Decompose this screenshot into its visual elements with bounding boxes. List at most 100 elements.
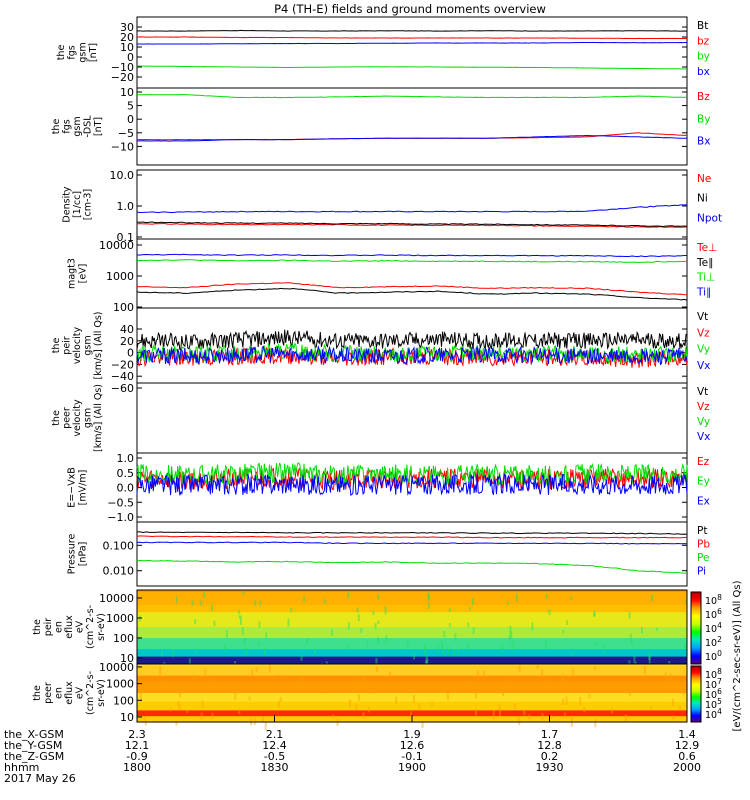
spectrogram-texture [507, 601, 510, 605]
spectrogram-texture [385, 635, 388, 643]
spectrogram-texture [640, 626, 643, 634]
spectrogram-texture [268, 664, 271, 673]
y-tick-label: 10 [120, 711, 134, 724]
spectrogram-band [137, 708, 687, 711]
spectrogram-texture [628, 612, 631, 619]
y-tick-label: 10000 [99, 661, 134, 674]
legend-density-Ne: Ne [697, 173, 711, 185]
spectrogram-texture [362, 676, 365, 682]
panel-frame-peer-velocity [136, 382, 688, 454]
spectrogram-band [137, 678, 687, 681]
spectrogram-band [137, 681, 687, 684]
spectrogram-band [137, 652, 687, 656]
spectrogram-texture [474, 693, 477, 699]
spectrogram-texture [545, 593, 548, 600]
spectrogram-texture [200, 712, 203, 721]
spectrogram-band [137, 641, 687, 645]
spectrogram-texture [251, 669, 254, 677]
spectrogram-texture [175, 720, 178, 726]
spectrogram-texture [441, 645, 444, 654]
spectrogram-texture [579, 697, 582, 706]
spectrogram-texture [331, 714, 334, 719]
spectrogram-texture [501, 644, 504, 653]
x-tick-label: 1900 [398, 761, 426, 774]
spectrogram-texture [300, 682, 303, 691]
y-tick-label: −1.0 [107, 511, 134, 524]
spectrogram-texture [366, 641, 369, 648]
y-tick-label: 10000 [99, 239, 134, 252]
spectrogram-band [137, 706, 687, 709]
spectrogram-texture [623, 681, 626, 689]
spectrogram-texture [286, 681, 289, 688]
spectrogram-texture [508, 634, 511, 641]
colorbar-lower [690, 665, 702, 723]
spectrogram-texture [425, 655, 428, 664]
spectrogram-texture [277, 700, 280, 708]
spectrogram-texture [375, 658, 378, 667]
spectrogram-texture [362, 712, 365, 719]
legend-temperature-Te∥: Te∥ [696, 257, 713, 269]
spectrogram-texture [255, 667, 258, 673]
spectrogram-texture [290, 607, 293, 613]
spectrogram-texture [259, 600, 262, 606]
spectrogram-texture [440, 640, 443, 650]
spectrogram-texture [669, 673, 672, 682]
x-axis-row-label: the_Z-GSM [4, 750, 64, 763]
spectrogram-texture [413, 694, 416, 704]
spectrogram-texture [280, 675, 283, 679]
x-tick-label: -0.5 [264, 750, 285, 763]
spectrogram-texture [566, 620, 569, 625]
spectrogram-texture [204, 668, 207, 676]
x-tick-label: 1830 [261, 761, 289, 774]
spectrogram-texture [375, 666, 378, 672]
spectrogram-texture [257, 642, 260, 647]
y-tick-label: 0 [127, 113, 134, 126]
spectrogram-band [137, 630, 687, 634]
spectrogram-texture [643, 665, 646, 675]
spectrogram-texture [389, 671, 392, 676]
spectrogram-texture [202, 592, 205, 598]
spectrogram-band [137, 612, 687, 615]
spectrogram-texture [628, 660, 631, 666]
spectrogram-texture [201, 700, 204, 708]
legend-fgs-gsm-dsl-By: By [697, 113, 710, 125]
spectrogram-texture [250, 717, 253, 726]
spectrogram-band [137, 666, 687, 669]
spectrogram-texture [169, 707, 172, 712]
spectrogram-texture [159, 665, 162, 675]
spectrogram-texture [160, 650, 163, 657]
colorbar-tick-label: 108 [705, 667, 722, 681]
x-tick-label: 1.7 [541, 728, 559, 741]
panel-frame-temperature [136, 238, 688, 309]
spectrogram-texture [237, 609, 240, 614]
spectrogram-band [137, 634, 687, 637]
spectrogram-band [137, 617, 687, 621]
spectrogram-texture [467, 622, 470, 627]
spectrogram-texture [471, 597, 474, 606]
panel-frame-fgs-gsm-dsl [136, 87, 688, 166]
spectrogram-texture [190, 682, 193, 691]
spectrogram-texture [264, 721, 267, 730]
spectrogram-band [137, 669, 687, 672]
spectrogram-texture [413, 653, 416, 660]
spectrogram-texture [377, 593, 380, 601]
spectrogram-texture [241, 627, 244, 635]
spectrogram-texture [423, 644, 426, 653]
spectrogram-band [137, 628, 687, 632]
y-tick-label: 5 [127, 100, 134, 113]
spectrogram-texture [475, 708, 478, 716]
spectrogram-texture [258, 621, 261, 628]
spectrogram-texture [218, 683, 221, 692]
spectrogram-texture [531, 622, 534, 631]
spectrogram-texture [427, 591, 430, 600]
spectrogram-texture [443, 630, 446, 638]
colorbar-tick-label: 104 [705, 621, 722, 635]
series-line-fgs-gsm-bz [136, 36, 688, 40]
y-tick-label: 0 [127, 347, 134, 360]
spectrogram-texture [374, 623, 377, 629]
spectrogram-texture [448, 608, 451, 613]
x-tick-label: 2.1 [266, 728, 284, 741]
spectrogram-texture [243, 637, 246, 646]
spectrogram-texture [356, 607, 359, 613]
series-line-fgs-gsm-by [137, 65, 688, 70]
